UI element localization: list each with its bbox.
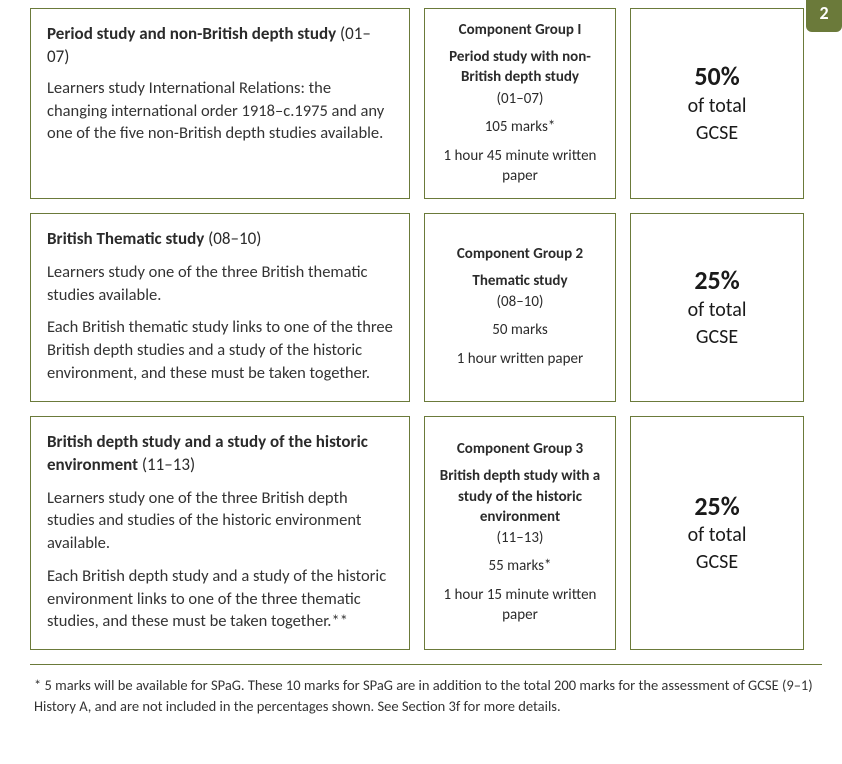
- component-row-1: Period study and non-British depth study…: [30, 8, 822, 199]
- row1-duration: 1 hour 45 minute written paper: [435, 146, 605, 187]
- description-box-2: British Thematic study (08–10) Learners …: [30, 213, 410, 402]
- row2-paragraph-2: Each British thematic study links to one…: [47, 316, 393, 384]
- component-row-3: British depth study and a study of the h…: [30, 416, 822, 650]
- description-box-1: Period study and non-British depth study…: [30, 8, 410, 199]
- row2-percent: 25%: [694, 264, 739, 297]
- row2-title: British Thematic study (08–10): [47, 228, 393, 251]
- row1-percent: 50%: [694, 60, 739, 93]
- page-wrapper: 2 Period study and non-British depth stu…: [0, 0, 842, 736]
- row1-pct-line2: GCSE: [696, 120, 738, 147]
- row1-component-code: (01–07): [435, 90, 605, 108]
- row2-component-subtitle: Thematic study: [435, 271, 605, 291]
- row1-title: Period study and non-British depth study…: [47, 23, 393, 67]
- percentage-box-3: 25% of total GCSE: [630, 416, 804, 650]
- row3-title-code: (11–13): [138, 454, 195, 475]
- row1-marks: 105 marks*: [435, 118, 605, 136]
- component-row-2: British Thematic study (08–10) Learners …: [30, 213, 822, 402]
- row3-marks: 55 marks*: [435, 557, 605, 575]
- row3-pct-line1: of total: [688, 522, 747, 549]
- row2-component-group: Component Group 2: [435, 245, 605, 263]
- row3-component-subtitle: British depth study with a study of the …: [435, 466, 605, 527]
- component-box-3: Component Group 3 British depth study wi…: [424, 416, 616, 650]
- row1-paragraph-1: Learners study International Relations: …: [47, 77, 393, 145]
- row1-title-bold: Period study and non-British depth study: [47, 23, 336, 44]
- row1-pct-line1: of total: [688, 93, 747, 120]
- percentage-box-2: 25% of total GCSE: [630, 213, 804, 402]
- row2-pct-line2: GCSE: [696, 324, 738, 351]
- row2-marks: 50 marks: [435, 321, 605, 339]
- row2-duration: 1 hour written paper: [435, 349, 605, 369]
- row3-pct-line2: GCSE: [696, 549, 738, 576]
- row1-component-subtitle: Period study with non-British depth stud…: [435, 47, 605, 88]
- row3-title-bold: British depth study and a study of the h…: [47, 431, 368, 475]
- row3-duration: 1 hour 15 minute written paper: [435, 585, 605, 626]
- row2-paragraph-1: Learners study one of the three British …: [47, 261, 393, 307]
- row2-pct-line1: of total: [688, 297, 747, 324]
- footnote: * 5 marks will be available for SPaG. Th…: [30, 664, 822, 716]
- component-box-2: Component Group 2 Thematic study (08–10)…: [424, 213, 616, 402]
- row3-paragraph-1: Learners study one of the three British …: [47, 487, 393, 555]
- row1-component-group: Component Group I: [435, 21, 605, 39]
- row3-component-code: (11–13): [435, 529, 605, 547]
- row3-percent: 25%: [694, 490, 739, 523]
- percentage-box-1: 50% of total GCSE: [630, 8, 804, 199]
- row3-title: British depth study and a study of the h…: [47, 431, 393, 477]
- row2-title-bold: British Thematic study: [47, 228, 204, 249]
- component-box-1: Component Group I Period study with non-…: [424, 8, 616, 199]
- description-box-3: British depth study and a study of the h…: [30, 416, 410, 650]
- row3-paragraph-2: Each British depth study and a study of …: [47, 565, 393, 633]
- row2-title-code: (08–10): [204, 228, 261, 249]
- row2-component-code: (08–10): [435, 293, 605, 311]
- row3-component-group: Component Group 3: [435, 440, 605, 458]
- section-number-tab: 2: [806, 0, 842, 32]
